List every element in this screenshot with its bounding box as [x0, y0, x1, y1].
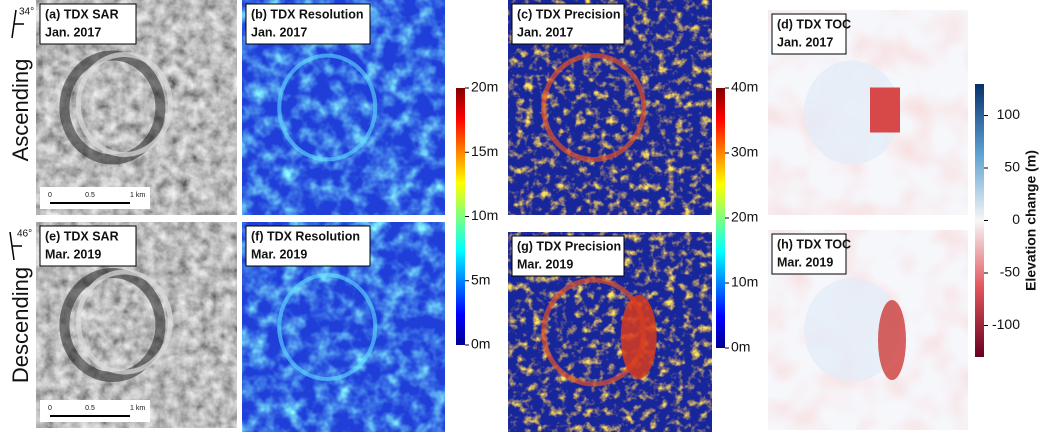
panel-title: (b) TDX Resolution [251, 7, 364, 21]
lava-dome [621, 295, 657, 379]
colorbar-label: 30m [731, 144, 758, 160]
panel-date: Jan. 2017 [517, 25, 573, 39]
colorbar-label: 20m [471, 79, 498, 95]
scalebar-label: 1 km [130, 405, 145, 412]
panel-date: Jan. 2017 [777, 35, 833, 49]
colorbar-label: 0 [1012, 211, 1020, 227]
scalebar-label: 0 [48, 405, 52, 412]
panel-title: (f) TDX Resolution [251, 229, 360, 243]
figure: Ascending 34° Descending 46° (a) TDX SAR Jan.… [0, 0, 1043, 433]
colorbar-label: 0m [731, 339, 750, 355]
colorbar-label: 0m [471, 336, 490, 352]
panel-date: Mar. 2019 [45, 247, 101, 261]
look-angle: 34° [19, 7, 34, 18]
row-label: Ascending [8, 59, 33, 162]
panel-title: (c) TDX Precision [517, 7, 621, 21]
colorbar-label: 40m [731, 79, 758, 95]
colorbar-label: -50 [1000, 264, 1020, 280]
colorbar-label: 10m [471, 207, 498, 223]
panel-title: (e) TDX SAR [45, 229, 119, 243]
panel-title: (d) TDX TOC [777, 17, 851, 31]
colorbar [456, 88, 465, 345]
colorbar-label: 50 [1004, 159, 1020, 175]
colorbar-label: 10m [731, 274, 758, 290]
colorbar-label: 100 [997, 106, 1021, 122]
panel-date: Mar. 2019 [517, 257, 573, 271]
colorbar-title: Elevation change (m) [1023, 150, 1039, 291]
panel-title: (a) TDX SAR [45, 7, 119, 21]
row-label: Descending [8, 267, 33, 383]
dome-change [870, 88, 900, 133]
panel-date: Jan. 2017 [251, 25, 307, 39]
colorbar-label: -100 [992, 316, 1020, 332]
panel-date: Mar. 2019 [777, 255, 833, 269]
dome-change [878, 300, 906, 380]
scalebar-label: 0 [48, 192, 52, 199]
panel-date: Mar. 2019 [251, 247, 307, 261]
colorbar-label: 5m [471, 271, 490, 287]
panel-title: (h) TDX TOC [777, 237, 851, 251]
colorbar-label: 15m [471, 143, 498, 159]
scalebar-label: 0.5 [85, 405, 95, 412]
scalebar-label: 0.5 [85, 192, 95, 199]
colorbar [975, 84, 984, 357]
panel-date: Jan. 2017 [45, 25, 101, 39]
scalebar-label: 1 km [130, 192, 145, 199]
colorbar-label: 20m [731, 209, 758, 225]
colorbar [716, 88, 725, 348]
look-angle: 46° [17, 229, 32, 240]
panel-title: (g) TDX Precision [517, 239, 621, 253]
